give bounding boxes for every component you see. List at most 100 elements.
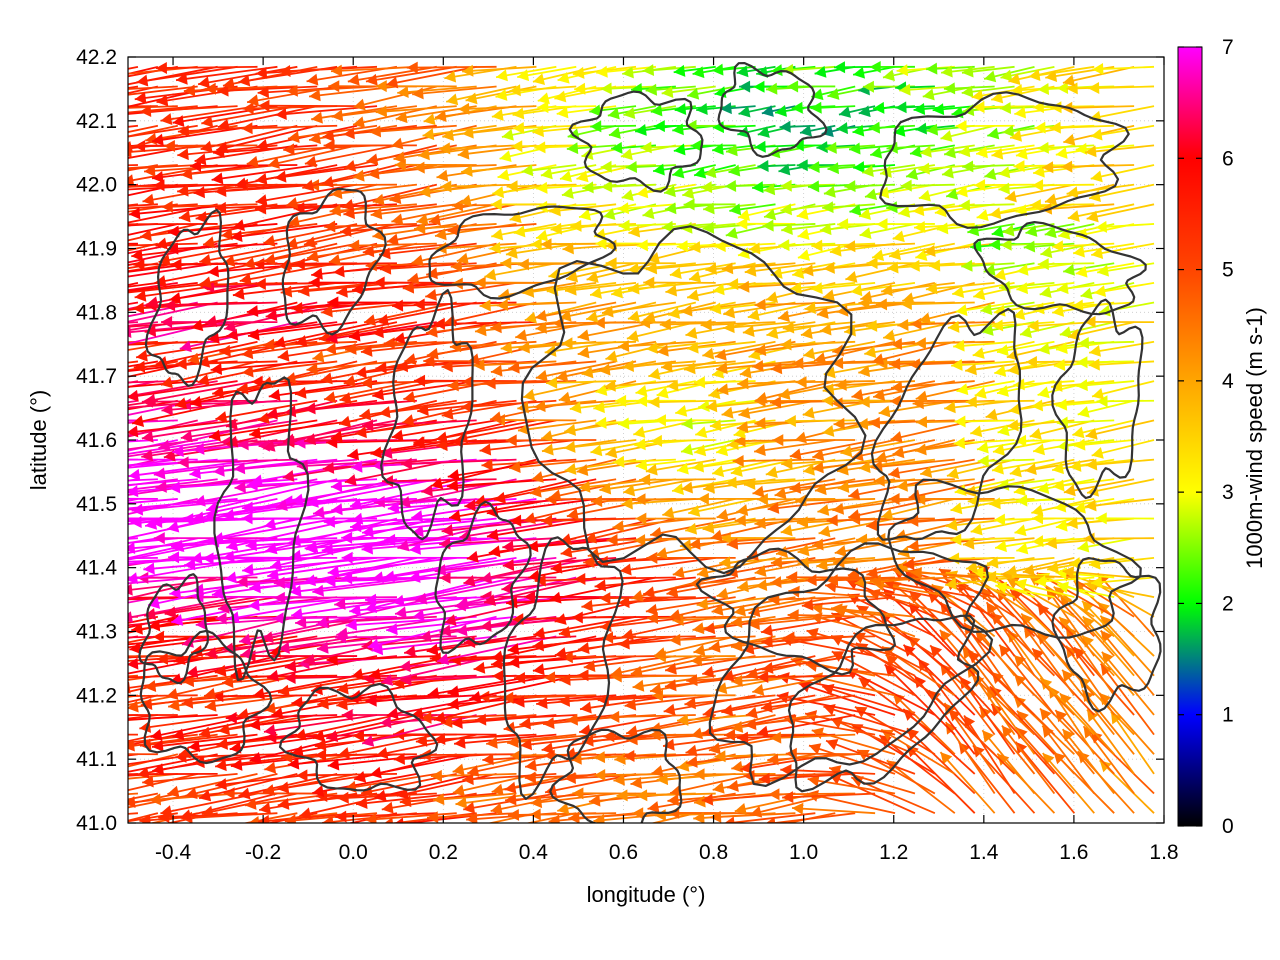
wind-vector [128,301,218,323]
wind-vector [608,124,657,139]
wind-vector [556,105,617,119]
wind-vector [327,556,457,578]
wind-vector [524,590,637,603]
wind-vector [635,458,696,472]
terrain-contour [213,376,310,682]
wind-vector [263,714,378,737]
wind-vector [772,434,856,447]
wind-vector [128,439,218,455]
wind-vector [708,635,796,653]
colorbar-ticks: 0 1 2 3 4 5 6 7 [1178,36,1234,838]
x-tick-label: 0.4 [519,841,549,864]
wind-vector [962,537,1035,550]
wind-vector [1041,725,1095,795]
wind-vector [729,203,776,216]
wind-vector [594,576,696,592]
wind-vector [230,223,338,243]
wind-vector [737,203,796,221]
wind-vector [955,120,1015,133]
wind-vector [801,596,896,611]
wind-vector [811,239,876,252]
y-axis-ticks: 41.0 41.1 41.2 41.3 41.4 41.5 41.6 41.7 41.8 41.9… [76,46,1164,835]
wind-vector [128,753,218,773]
wind-vector [420,711,517,724]
wind-vector [1088,358,1155,371]
y-tick-label: 42.1 [76,110,117,133]
wind-vector [386,65,477,89]
wind-vector [128,124,198,138]
wind-vector [335,810,437,823]
wind-vector [128,714,138,717]
wind-vector [361,537,497,555]
wind-vector [372,380,477,401]
wind-vector [522,281,597,298]
wind-vector [676,240,736,253]
wind-vector [784,812,836,823]
wind-vector [789,478,876,494]
wind-vector [434,733,537,746]
wind-vector [128,380,238,402]
wind-vector [249,419,358,440]
x-tick-label: 0.2 [429,841,458,864]
wind-vector [868,121,916,134]
wind-vector [977,454,1035,467]
wind-vector [925,281,995,295]
wind-vector [507,733,597,748]
wind-vector [462,64,537,77]
wind-vector [411,242,497,267]
wind-vector [369,124,457,138]
y-tick-label: 41.6 [76,429,117,452]
wind-vector [195,203,298,224]
wind-vector [370,203,457,220]
wind-vector [1094,281,1155,298]
wind-vector [217,105,318,131]
wind-vector [128,556,138,559]
wind-vector [618,219,676,232]
terrain-contour [1051,557,1162,713]
wind-vector [1073,438,1135,451]
wind-vector [232,281,338,300]
wind-vector [789,439,876,461]
wind-vector [128,262,218,278]
wind-vector [374,773,477,802]
wind-vector [754,298,836,311]
wind-vector [128,478,198,486]
wind-vector [790,281,856,294]
wind-vector [128,498,178,504]
wind-vector [128,537,139,540]
wind-vector [680,439,736,456]
wind-vector [725,476,796,489]
colorbar-tick-label: 0 [1222,815,1234,838]
wind-vectors [128,60,1155,823]
wind-vector [383,556,517,583]
wind-vector [171,596,298,626]
wind-vector [541,514,637,527]
wind-vector [128,772,218,776]
wind-vector [880,281,955,297]
wind-vector [201,105,298,128]
wind-vector [535,360,617,382]
wind-vector [128,498,139,502]
wind-vector [268,380,378,401]
wind-vector [128,733,138,736]
wind-vector [248,596,378,612]
wind-vector [915,380,995,403]
wind-vector [1059,321,1115,339]
wind-vector [986,556,1055,569]
wind-vector [693,768,776,781]
wind-vector [512,121,577,134]
wind-vector [520,733,617,751]
wind-vector [754,517,836,530]
wind-vector [422,124,497,141]
wind-vector [807,774,896,795]
wind-vector [1099,663,1155,736]
wind-vector [743,477,816,490]
wind-vector [1071,299,1135,312]
wind-vector [469,674,577,703]
wind-vector [233,458,358,475]
wind-vector [673,64,716,77]
wind-vector [1084,315,1155,328]
wind-vector [832,498,916,515]
wind-vector [1065,625,1115,696]
wind-vector [1066,183,1135,199]
